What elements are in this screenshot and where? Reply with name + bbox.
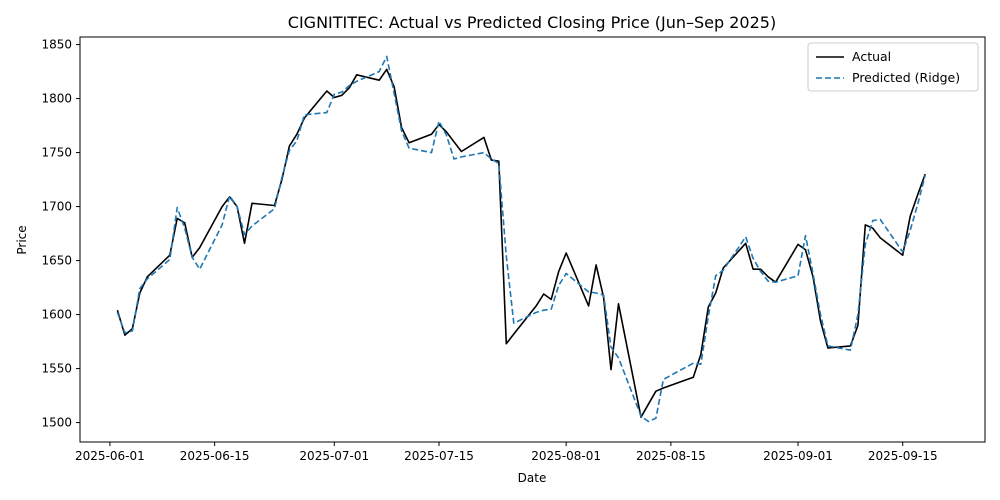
x-tick-label: 2025-07-15 (404, 449, 474, 463)
y-axis: 1500 1550 1600 1650 1700 1750 1800 1850 (41, 38, 80, 430)
x-tick-label: 2025-09-01 (763, 449, 833, 463)
y-tick-label: 1850 (41, 38, 72, 52)
series-line-actual (116, 68, 926, 419)
legend-box (807, 42, 979, 92)
legend: Actual Predicted (Ridge) (807, 42, 979, 92)
y-axis-label: Price (15, 225, 29, 254)
legend-label: Predicted (Ridge) (852, 70, 960, 85)
x-tick-label: 2025-08-15 (636, 449, 706, 463)
chart-title: CIGNITITEC: Actual vs Predicted Closing … (288, 13, 776, 32)
y-tick-label: 1650 (41, 254, 72, 268)
series-layer (116, 55, 926, 423)
x-tick-label: 2025-06-01 (75, 449, 145, 463)
x-axis-label: Date (518, 471, 547, 485)
series-line-predicted (116, 55, 926, 423)
y-tick-label: 1800 (41, 92, 72, 106)
y-tick-label: 1700 (41, 200, 72, 214)
plot-frame (79, 36, 986, 443)
y-tick-label: 1500 (41, 416, 72, 430)
y-tick-label: 1750 (41, 146, 72, 160)
y-tick-label: 1600 (41, 308, 72, 322)
x-tick-label: 2025-08-01 (531, 449, 601, 463)
x-tick-label: 2025-09-15 (868, 449, 938, 463)
x-tick-label: 2025-06-15 (180, 449, 250, 463)
legend-label: Actual (852, 49, 891, 64)
y-tick-label: 1550 (41, 362, 72, 376)
x-tick-label: 2025-07-01 (299, 449, 369, 463)
x-axis: 2025-06-01 2025-06-15 2025-07-01 2025-07-15… (75, 442, 938, 463)
